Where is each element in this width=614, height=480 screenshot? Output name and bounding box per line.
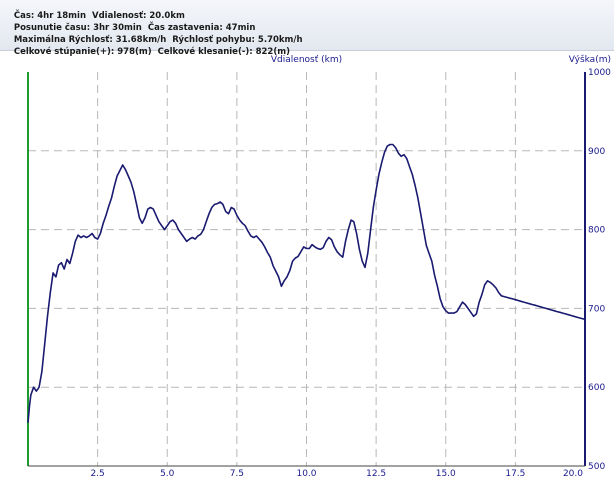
stats-line-time-distance: Čas: 4hr 18min Vdialenosť: 20.0km [2, 1, 191, 31]
distance: Vdialenosť: 20.0km [92, 11, 185, 21]
y-tick-label: 800 [588, 226, 605, 236]
y-tick-label: 700 [588, 304, 605, 314]
x-tick-label: 12.5 [366, 469, 386, 479]
x-tick-label: 5.0 [160, 469, 175, 479]
y-tick-label: 600 [588, 383, 605, 393]
y-tick-labels: 1000 900 800 700 600 500 [588, 68, 611, 472]
total-ascent: Celkové stúpanie(+): 978(m) [13, 47, 152, 57]
summary-stats-panel: Čas: 4hr 18min Vdialenosť: 20.0km Posunut… [0, 0, 614, 57]
moving-time: Posunutie času: 3hr 30min [13, 23, 142, 33]
max-speed: Maximálna Rýchlosť: 31.68km/h [13, 35, 167, 45]
x-tick-label: 20.0 [563, 469, 583, 479]
x-tick-label: 2.5 [90, 469, 104, 479]
moving-speed: Rýchlosť pohybu: 5.70km/h [172, 35, 303, 45]
stopped-time: Čas zastavenia: 47min [147, 23, 256, 33]
stats-line-moving-stopped: Posunutie času: 3hr 30min Čas zastavenia:… [2, 13, 261, 43]
y-tick-label: 500 [588, 462, 605, 472]
x-tick-label: 10.0 [296, 469, 316, 479]
x-tick-labels: 2.5 5.0 7.5 10.0 12.5 15.0 17.5 20.0 [90, 469, 583, 479]
y-tick-label: 1000 [588, 68, 611, 78]
stats-line-climb: Celkové stúpanie(+): 978(m) Celkové klesa… [2, 37, 296, 67]
x-tick-label: 15.0 [436, 469, 456, 479]
y-axis-label: Výška(m) [569, 54, 611, 65]
x-tick-label: 17.5 [505, 469, 525, 479]
gridlines [28, 72, 585, 466]
elevation-series-line [27, 143, 586, 423]
total-descent: Celkové klesanie(-): 822(m) [157, 47, 290, 57]
x-tick-label: 7.5 [230, 469, 244, 479]
y-tick-label: 900 [588, 147, 605, 157]
stats-line-speed: Maximálna Rýchlosť: 31.68km/h Rýchlosť po… [2, 25, 309, 55]
x-axis-label: Vdialenosť (km) [271, 55, 342, 65]
total-time: Čas: 4hr 18min [13, 11, 87, 21]
